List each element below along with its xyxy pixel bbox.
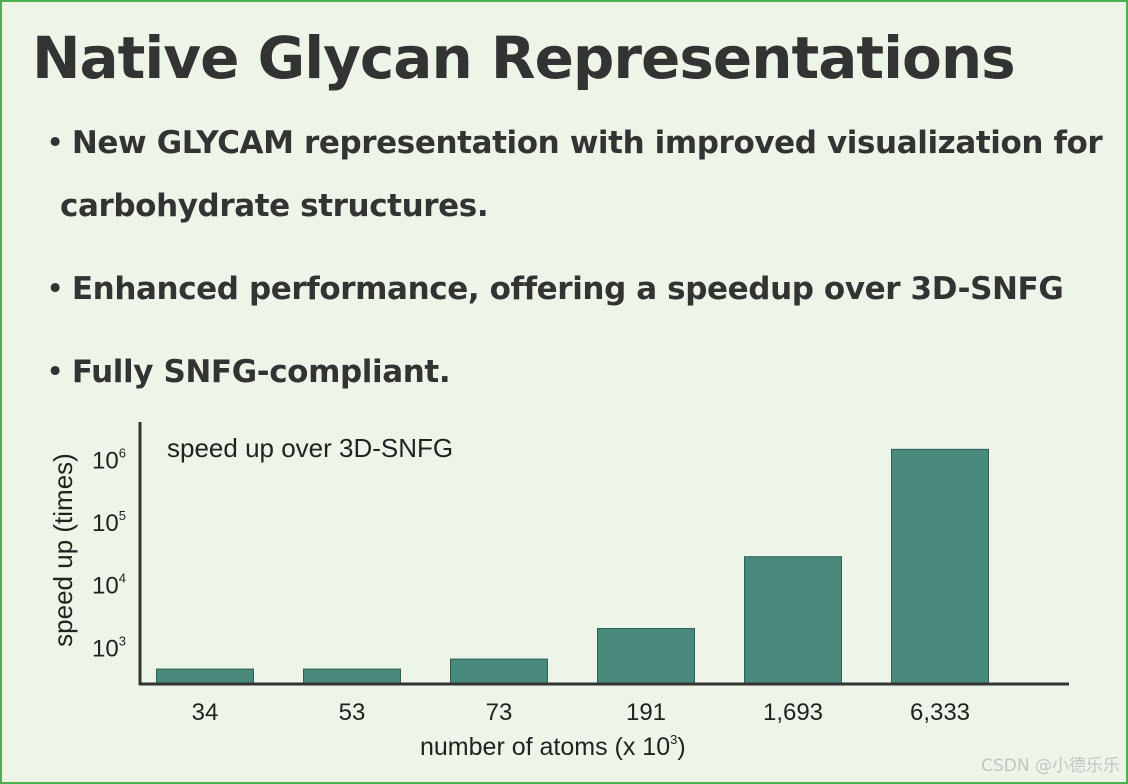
bullet-1-continuation: carbohydrate structures. [60,188,489,224]
bullet-2-text: Enhanced performance, offering a speedup… [71,271,1064,307]
bullet-3-text: Fully SNFG-compliant. [71,354,451,390]
bar-2 [303,668,401,685]
slide-title: Native Glycan Representations [32,24,1016,92]
x-tick-label: 53 [339,699,366,726]
chart-title: speed up over 3D-SNFG [167,433,453,463]
y-tick-labels: 103 104 105 106 [92,445,126,662]
y-axis-label: speed up (times) [48,453,78,647]
bullet-marker: • [46,354,64,390]
bullet-marker: • [46,125,64,161]
x-axis-label: number of atoms (x 103) [420,732,686,761]
bar-1 [156,668,254,685]
bar-3 [450,658,548,685]
y-tick-label: 103 [92,633,126,662]
bullet-marker: • [46,271,64,307]
bullet-2: • Enhanced performance, offering a speedu… [46,271,1064,307]
y-tick-label: 104 [92,571,126,600]
bar-group [156,448,989,685]
x-tick-label: 73 [486,699,513,726]
y-tick-label: 105 [92,508,126,537]
bullet-1: • New GLYCAM representation with improved… [46,125,1103,161]
bullet-3: • Fully SNFG-compliant. [46,354,451,390]
watermark: CSDN @小德乐乐 [981,756,1120,776]
bar-4 [597,628,695,685]
bullet-1-text: New GLYCAM representation with improved … [71,125,1103,161]
x-tick-label: 34 [192,699,219,726]
bar-5 [744,556,842,685]
x-tick-label: 6,333 [910,699,970,726]
bar-6 [891,448,989,685]
x-tick-label: 191 [626,699,666,726]
x-tick-label: 1,693 [763,699,823,726]
x-tick-labels: 34 53 73 191 1,693 6,333 [192,699,970,726]
y-tick-label: 106 [92,445,126,474]
